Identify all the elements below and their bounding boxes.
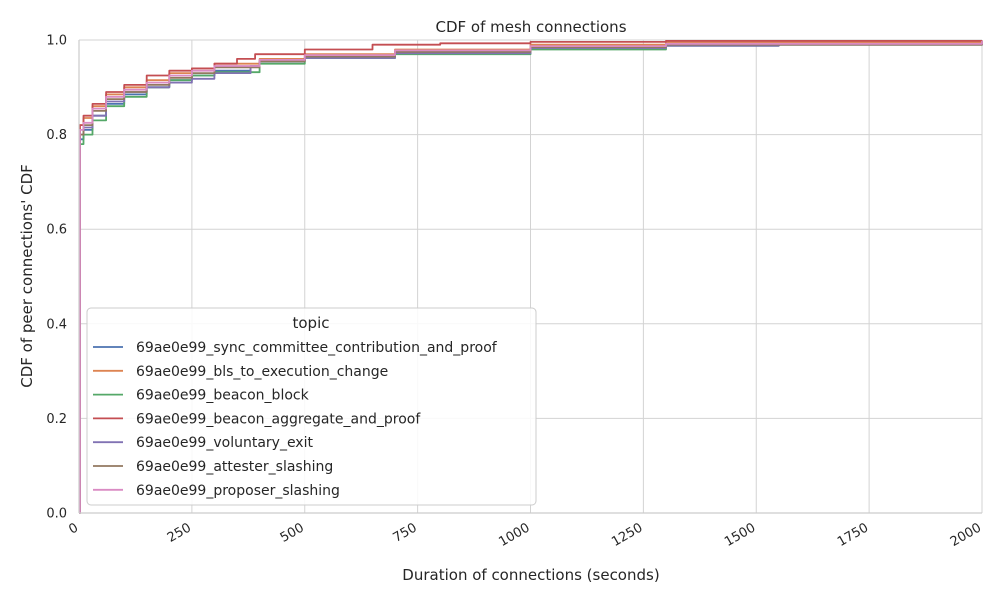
legend: topic 69ae0e99_sync_committee_contributi…: [86, 307, 537, 506]
x-tick-label: 1500: [722, 520, 758, 550]
legend-label: 69ae0e99_bls_to_execution_change: [136, 364, 388, 380]
y-axis-label: CDF of peer connections' CDF: [18, 164, 36, 388]
x-tick-label: 750: [391, 520, 420, 545]
series-line-6: [79, 40, 983, 514]
axis-spines: [78, 40, 982, 514]
x-axis-ticks: 0 250 500 750 1000 1250 1500 1750 2000: [66, 520, 984, 550]
x-axis-label: Duration of connections (seconds): [402, 566, 659, 584]
y-tick-label: 0.4: [46, 317, 67, 332]
legend-title: topic: [293, 314, 330, 332]
legend-item: 69ae0e99_attester_slashing: [93, 459, 333, 475]
legend-label: 69ae0e99_proposer_slashing: [136, 483, 340, 499]
x-tick-label: 1000: [496, 520, 532, 550]
legend-item: 69ae0e99_bls_to_execution_change: [93, 364, 388, 380]
y-tick-label: 1.0: [46, 34, 67, 49]
legend-label: 69ae0e99_attester_slashing: [136, 459, 333, 475]
legend-label: 69ae0e99_beacon_block: [136, 388, 310, 404]
legend-label: 69ae0e99_sync_committee_contribution_and…: [136, 340, 498, 356]
y-tick-label: 0.6: [46, 223, 67, 238]
legend-item: 69ae0e99_voluntary_exit: [93, 435, 313, 451]
x-tick-label: 1750: [835, 520, 871, 550]
x-tick-label: 250: [165, 520, 194, 545]
series-lines: [79, 40, 983, 514]
legend-box: [86, 307, 537, 506]
legend-label: 69ae0e99_voluntary_exit: [136, 435, 313, 451]
y-axis-ticks: 0.0 0.2 0.4 0.6 0.8 1.0: [46, 34, 67, 522]
chart-title: CDF of mesh connections: [435, 18, 626, 36]
x-tick-label: 1250: [609, 520, 645, 550]
legend-item: 69ae0e99_beacon_block: [93, 388, 310, 404]
y-tick-label: 0.0: [46, 507, 67, 522]
y-tick-label: 0.2: [46, 412, 67, 427]
series-line-5: [79, 41, 983, 514]
x-tick-label: 500: [278, 520, 307, 545]
legend-label: 69ae0e99_beacon_aggregate_and_proof: [136, 411, 421, 427]
legend-item: 69ae0e99_sync_committee_contribution_and…: [93, 340, 498, 356]
y-tick-label: 0.8: [46, 128, 67, 143]
legend-item: 69ae0e99_beacon_aggregate_and_proof: [93, 411, 421, 427]
x-tick-label: 2000: [948, 520, 984, 550]
legend-item: 69ae0e99_proposer_slashing: [93, 483, 340, 499]
x-tick-label: 0: [66, 520, 81, 537]
